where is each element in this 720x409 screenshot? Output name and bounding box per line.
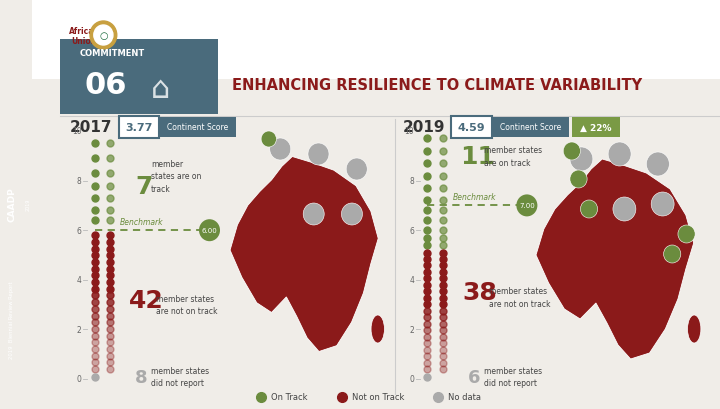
- Text: member states
did not report: member states did not report: [151, 366, 210, 387]
- Circle shape: [678, 225, 695, 243]
- Text: 6: 6: [76, 226, 81, 235]
- Circle shape: [346, 159, 367, 180]
- Bar: [572, 118, 620, 138]
- Text: 0: 0: [76, 375, 81, 384]
- Polygon shape: [230, 157, 378, 352]
- Circle shape: [90, 22, 117, 50]
- Text: 06: 06: [84, 70, 127, 99]
- Circle shape: [261, 132, 276, 148]
- Circle shape: [563, 143, 580, 161]
- Text: 10: 10: [72, 127, 81, 136]
- Text: 4: 4: [76, 276, 81, 285]
- Text: ○: ○: [99, 31, 107, 41]
- FancyBboxPatch shape: [451, 117, 492, 139]
- Text: 3.77: 3.77: [125, 123, 153, 133]
- Polygon shape: [536, 160, 693, 359]
- Text: 2: 2: [410, 325, 414, 334]
- Text: CAADP: CAADP: [7, 187, 17, 222]
- Bar: [492, 118, 569, 138]
- Text: member states
are on track: member states are on track: [484, 146, 542, 167]
- Bar: [32, 0, 720, 80]
- Text: Benchmark: Benchmark: [452, 193, 496, 202]
- Text: 7: 7: [135, 174, 153, 198]
- Circle shape: [303, 204, 324, 225]
- Text: 42: 42: [129, 288, 164, 312]
- Circle shape: [613, 198, 636, 221]
- Ellipse shape: [688, 315, 701, 343]
- Text: Benchmark: Benchmark: [120, 218, 163, 227]
- Circle shape: [341, 204, 362, 225]
- Text: member
states are on
track: member states are on track: [151, 159, 202, 193]
- Text: 8: 8: [76, 177, 81, 186]
- Circle shape: [199, 220, 220, 242]
- Text: 2019: 2019: [25, 198, 30, 211]
- Text: Continent Score: Continent Score: [500, 123, 562, 132]
- Circle shape: [94, 26, 113, 46]
- Text: 7.00: 7.00: [519, 203, 535, 209]
- Circle shape: [647, 153, 670, 177]
- Text: 6: 6: [467, 368, 480, 386]
- Ellipse shape: [371, 315, 384, 343]
- Text: member states
did not report: member states did not report: [484, 366, 542, 387]
- Text: No data: No data: [448, 393, 480, 402]
- Circle shape: [516, 195, 537, 217]
- Text: ENHANCING RESILIENCE TO CLIMATE VARIABILITY: ENHANCING RESILIENCE TO CLIMATE VARIABIL…: [233, 77, 642, 92]
- Text: Union: Union: [71, 36, 97, 45]
- Text: 8: 8: [410, 177, 414, 186]
- Circle shape: [570, 171, 587, 189]
- Text: ▲ 22%: ▲ 22%: [580, 123, 611, 132]
- Circle shape: [664, 245, 681, 263]
- Bar: [160, 118, 236, 138]
- Text: 2019: 2019: [402, 120, 445, 135]
- Text: member states
are not on track: member states are not on track: [489, 287, 550, 308]
- Circle shape: [580, 200, 598, 218]
- Text: ⌂: ⌂: [151, 75, 171, 104]
- Text: 10: 10: [405, 127, 414, 136]
- Text: 2019  Biennial Review Report: 2019 Biennial Review Report: [9, 280, 14, 358]
- Text: 4.59: 4.59: [458, 123, 485, 133]
- Bar: [60, 40, 218, 115]
- Text: 8: 8: [135, 368, 148, 386]
- Text: 6: 6: [409, 226, 414, 235]
- Circle shape: [608, 143, 631, 166]
- Text: Continent Score: Continent Score: [167, 123, 229, 132]
- Circle shape: [651, 193, 674, 216]
- Text: 11: 11: [460, 144, 495, 169]
- Text: 4: 4: [409, 276, 414, 285]
- Text: 6.00: 6.00: [202, 228, 217, 234]
- Text: 2: 2: [76, 325, 81, 334]
- Text: Not on Track: Not on Track: [352, 393, 405, 402]
- Text: 38: 38: [462, 281, 497, 304]
- Text: 2017: 2017: [70, 120, 112, 135]
- Circle shape: [308, 144, 329, 166]
- Text: African: African: [69, 27, 100, 36]
- Text: COMMITMENT: COMMITMENT: [79, 49, 145, 58]
- Text: On Track: On Track: [271, 393, 307, 402]
- FancyBboxPatch shape: [119, 117, 159, 139]
- Text: 0: 0: [409, 375, 414, 384]
- Text: member states
are not on track: member states are not on track: [156, 294, 217, 316]
- Circle shape: [570, 148, 593, 172]
- Circle shape: [270, 139, 291, 161]
